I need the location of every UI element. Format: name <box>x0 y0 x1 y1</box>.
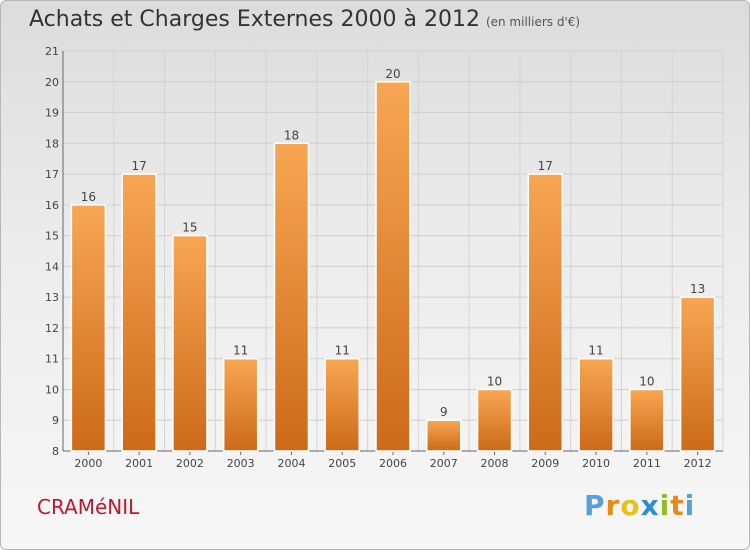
x-tick-label: 2001 <box>125 457 153 470</box>
x-tick-label: 2009 <box>531 457 559 470</box>
bar <box>629 388 665 452</box>
logo-letter: x <box>640 489 660 522</box>
bar-value-label: 17 <box>132 159 147 173</box>
y-tick-label: 10 <box>45 383 59 396</box>
bar-value-label: 16 <box>81 190 96 204</box>
bar-value-label: 11 <box>335 344 350 358</box>
bar <box>324 357 360 452</box>
bar <box>679 296 716 452</box>
y-tick-label: 19 <box>45 107 59 120</box>
x-tick-label: 2006 <box>379 457 407 470</box>
y-tick-label: 8 <box>52 445 59 458</box>
y-tick-label: 18 <box>45 137 59 150</box>
x-tick-label: 2007 <box>430 457 458 470</box>
y-tick-label: 13 <box>45 291 59 304</box>
x-tick-label: 2010 <box>582 457 610 470</box>
bar <box>222 357 259 452</box>
bar-value-label: 17 <box>538 159 553 173</box>
logo-letter: t <box>670 489 685 522</box>
y-tick-label: 21 <box>45 45 59 58</box>
x-tick-label: 2011 <box>633 457 661 470</box>
logo-letter: o <box>620 489 641 522</box>
x-tick-label: 2008 <box>481 457 509 470</box>
x-tick-label: 2000 <box>74 457 102 470</box>
bar <box>426 419 462 452</box>
place-name: CRAMéNIL <box>37 495 140 519</box>
y-tick-label: 9 <box>52 414 59 427</box>
y-tick-label: 14 <box>45 260 59 273</box>
bar <box>375 81 411 452</box>
chart-title: Achats et Charges Externes 2000 à 2012 (e… <box>29 7 580 32</box>
bar-value-label: 11 <box>588 344 603 358</box>
bar <box>527 173 564 452</box>
x-tick-label: 2012 <box>684 457 712 470</box>
x-tick-label: 2005 <box>328 457 356 470</box>
logo-letter: i <box>684 489 696 522</box>
y-tick-label: 17 <box>45 168 59 181</box>
bar-value-label: 10 <box>487 374 502 388</box>
bar-value-label: 15 <box>182 221 197 235</box>
chart-title-text: Achats et Charges Externes 2000 à 2012 <box>29 7 480 32</box>
x-tick-label: 2002 <box>176 457 204 470</box>
x-tick-label: 2004 <box>277 457 305 470</box>
bar <box>273 142 310 452</box>
bar-value-label: 13 <box>690 282 705 296</box>
bar-value-label: 18 <box>284 128 299 142</box>
bar <box>121 173 157 452</box>
x-tick-label: 2003 <box>227 457 255 470</box>
y-tick-label: 12 <box>45 322 59 335</box>
bar-value-label: 10 <box>639 374 654 388</box>
bar <box>70 204 107 452</box>
chart-subtitle: (en milliers d'€) <box>485 15 581 29</box>
y-tick-label: 11 <box>45 353 59 366</box>
bar-value-label: 11 <box>233 344 248 358</box>
logo-letter: i <box>659 489 671 522</box>
y-tick-label: 20 <box>45 76 59 89</box>
bar <box>476 388 513 452</box>
logo-letter: r <box>605 489 621 522</box>
bar <box>578 357 614 452</box>
bar-value-label: 9 <box>440 405 448 419</box>
bar-value-label: 20 <box>385 67 400 81</box>
bar <box>172 234 208 452</box>
y-tick-label: 16 <box>45 199 59 212</box>
proxiti-logo[interactable]: Proxiti <box>584 489 695 522</box>
logo-letter: P <box>584 489 606 522</box>
y-tick-label: 15 <box>45 230 59 243</box>
